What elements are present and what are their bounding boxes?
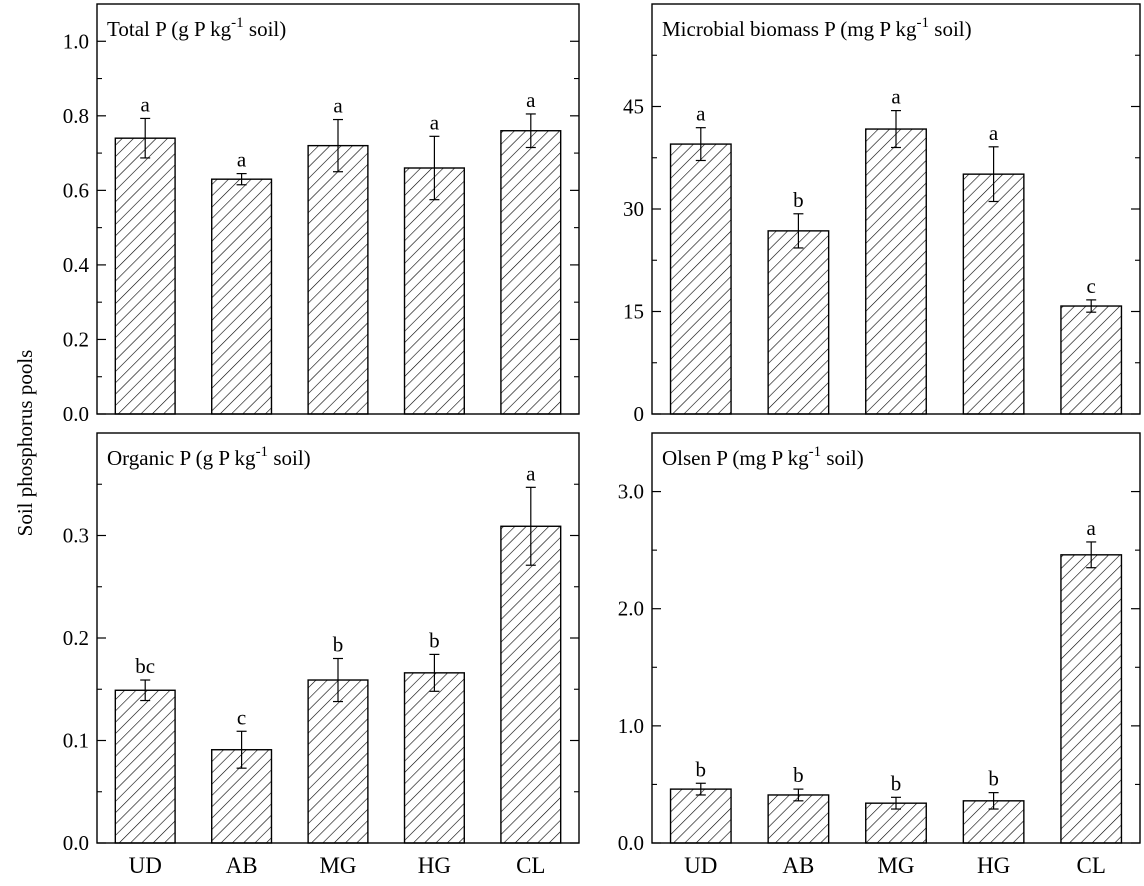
y-tick-label-1.0: 1.0 (63, 29, 89, 53)
chart-panel-1: a a a a a 0.0 0.2 0.4 0.6 0.8 1.0 Total P (g P kg-1… (63, 3, 580, 426)
x-tick-label-UD: UD (129, 853, 162, 878)
bar-AB (767, 794, 830, 844)
bar-MG (307, 679, 369, 844)
x-tick-label-CL: CL (516, 853, 545, 878)
significance-label-UD: b (696, 757, 707, 781)
chart-panels: a a a a a 0.0 0.2 0.4 0.6 0.8 1.0 Total P (g P kg-1… (63, 3, 1141, 878)
significance-label-MG: b (333, 633, 344, 657)
bar-CL (500, 525, 562, 844)
bar-UD (669, 788, 732, 844)
bar-CL (1060, 305, 1123, 415)
y-tick-label-0.8: 0.8 (63, 104, 89, 128)
significance-label-AB: a (237, 148, 247, 172)
y-tick-label-2.0: 2.0 (618, 597, 644, 621)
bar-AB (767, 230, 830, 415)
y-tick-label-0.1: 0.1 (63, 729, 89, 753)
significance-label-MG: a (333, 94, 343, 118)
bar-HG (962, 173, 1025, 415)
chart-panel-3: bc UD c AB b MG b HG a CL 0.0 0.1 0.2 0.3 Organic P (g… (63, 432, 580, 878)
y-tick-label-0: 0 (634, 402, 645, 426)
chart-panel-4: b UD b AB b MG b HG a CL 0.0 1.0 2.0 3.0 Olsen P (mg P… (618, 432, 1141, 878)
significance-label-CL: a (526, 461, 536, 485)
y-tick-label-0.0: 0.0 (618, 831, 644, 855)
bar-CL (500, 130, 562, 415)
y-axis-label: Soil phosphorus pools (13, 350, 37, 537)
panel-title: Organic P (g P kg-1 soil) (107, 444, 311, 470)
bar-MG (865, 128, 927, 415)
bar-HG (403, 672, 465, 844)
y-tick-label-0.6: 0.6 (63, 178, 89, 202)
significance-label-CL: a (1087, 516, 1097, 540)
y-tick-label-1.0: 1.0 (618, 714, 644, 738)
chart-panel-2: a b a a c 0 15 30 45 Microbial biomass P (mg P kg… (623, 3, 1141, 426)
bar-MG (865, 802, 927, 844)
x-tick-label-CL: CL (1077, 853, 1106, 878)
significance-label-HG: a (430, 110, 440, 134)
bar-UD (114, 689, 176, 844)
significance-label-MG: a (891, 85, 901, 109)
significance-label-HG: b (429, 628, 440, 652)
x-tick-label-HG: HG (418, 853, 451, 878)
significance-label-UD: a (696, 102, 706, 126)
bar-AB (211, 178, 273, 415)
plot-frame (651, 432, 1141, 844)
panel-title: Microbial biomass P (mg P kg-1 soil) (662, 15, 972, 41)
bar-CL (1060, 554, 1123, 844)
bar-UD (669, 143, 732, 415)
bar-MG (307, 144, 369, 415)
x-tick-label-MG: MG (877, 853, 914, 878)
panel-title: Total P (g P kg-1 soil) (107, 15, 286, 41)
significance-label-AB: b (793, 188, 804, 212)
x-tick-label-MG: MG (319, 853, 356, 878)
significance-label-HG: b (988, 767, 999, 791)
significance-label-HG: a (989, 121, 999, 145)
y-tick-label-15: 15 (623, 300, 644, 324)
bar-UD (114, 137, 176, 415)
y-tick-label-0.0: 0.0 (63, 831, 89, 855)
bar-HG (403, 167, 465, 415)
significance-label-CL: a (526, 88, 536, 112)
y-tick-label-45: 45 (623, 95, 644, 119)
panel-title: Olsen P (mg P kg-1 soil) (662, 444, 864, 470)
plot-frame (96, 3, 580, 415)
y-tick-label-30: 30 (623, 197, 644, 221)
significance-label-MG: b (891, 771, 902, 795)
plot-frame (96, 432, 580, 844)
y-tick-label-0.3: 0.3 (63, 524, 89, 548)
x-tick-label-HG: HG (977, 853, 1010, 878)
y-tick-label-0.0: 0.0 (63, 402, 89, 426)
y-tick-label-3.0: 3.0 (618, 480, 644, 504)
y-tick-label-0.2: 0.2 (63, 327, 89, 351)
x-tick-label-UD: UD (684, 853, 717, 878)
significance-label-UD: bc (135, 654, 155, 678)
y-tick-label-0.4: 0.4 (63, 253, 90, 277)
x-tick-label-AB: AB (226, 853, 258, 878)
significance-label-CL: c (1087, 274, 1096, 298)
significance-label-AB: c (237, 705, 246, 729)
significance-label-AB: b (793, 763, 804, 787)
plot-frame (651, 3, 1141, 415)
significance-label-UD: a (141, 92, 151, 116)
x-tick-label-AB: AB (782, 853, 814, 878)
y-tick-label-0.2: 0.2 (63, 626, 89, 650)
